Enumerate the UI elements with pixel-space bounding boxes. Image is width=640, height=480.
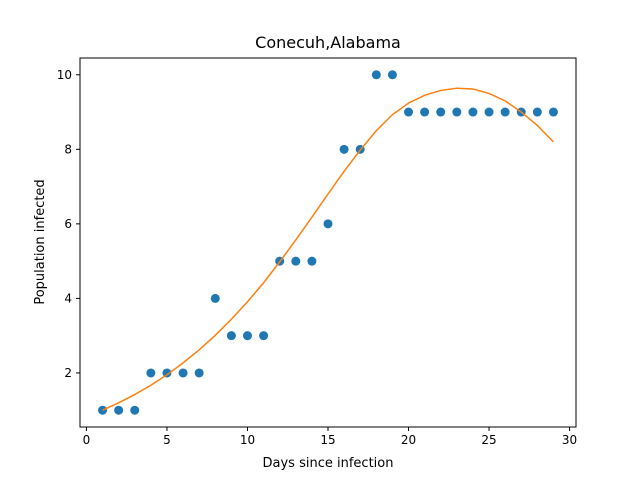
y-axis-label: Population infected xyxy=(33,179,48,304)
x-tick-label: 0 xyxy=(83,433,91,447)
data-point xyxy=(548,107,558,117)
data-point xyxy=(323,219,333,229)
plot-area xyxy=(98,70,558,415)
data-point xyxy=(404,107,414,117)
data-point xyxy=(178,368,188,378)
data-point xyxy=(114,405,124,415)
data-point xyxy=(371,70,381,80)
data-point xyxy=(436,107,446,117)
data-point xyxy=(226,331,236,341)
data-point xyxy=(210,293,220,303)
x-tick-label: 30 xyxy=(562,433,577,447)
data-point xyxy=(532,107,542,117)
y-tick-label: 4 xyxy=(64,291,72,305)
data-point xyxy=(162,368,172,378)
data-point xyxy=(468,107,478,117)
data-point xyxy=(307,256,317,266)
data-point xyxy=(484,107,494,117)
data-point xyxy=(259,331,269,341)
data-point xyxy=(339,144,349,154)
data-point xyxy=(452,107,462,117)
fit-line xyxy=(102,87,554,411)
data-point xyxy=(291,256,301,266)
data-point xyxy=(146,368,156,378)
data-point xyxy=(194,368,204,378)
x-axis: 0 5 10 15 20 25 30 xyxy=(83,427,577,447)
x-tick-label: 20 xyxy=(401,433,416,447)
data-point xyxy=(500,107,510,117)
x-tick-label: 15 xyxy=(320,433,335,447)
x-tick-label: 10 xyxy=(240,433,255,447)
y-tick-label: 2 xyxy=(64,366,72,380)
data-point xyxy=(387,70,397,80)
y-tick-label: 8 xyxy=(64,142,72,156)
y-axis: 2 4 6 8 10 xyxy=(57,68,80,380)
x-axis-label: Days since infection xyxy=(263,456,394,471)
data-point xyxy=(130,405,140,415)
y-tick-label: 10 xyxy=(57,68,72,82)
chart-title: Conecuh,Alabama xyxy=(255,33,401,52)
y-tick-label: 6 xyxy=(64,217,72,231)
data-point xyxy=(242,331,252,341)
x-tick-label: 25 xyxy=(481,433,496,447)
data-point xyxy=(420,107,430,117)
x-tick-label: 5 xyxy=(163,433,171,447)
